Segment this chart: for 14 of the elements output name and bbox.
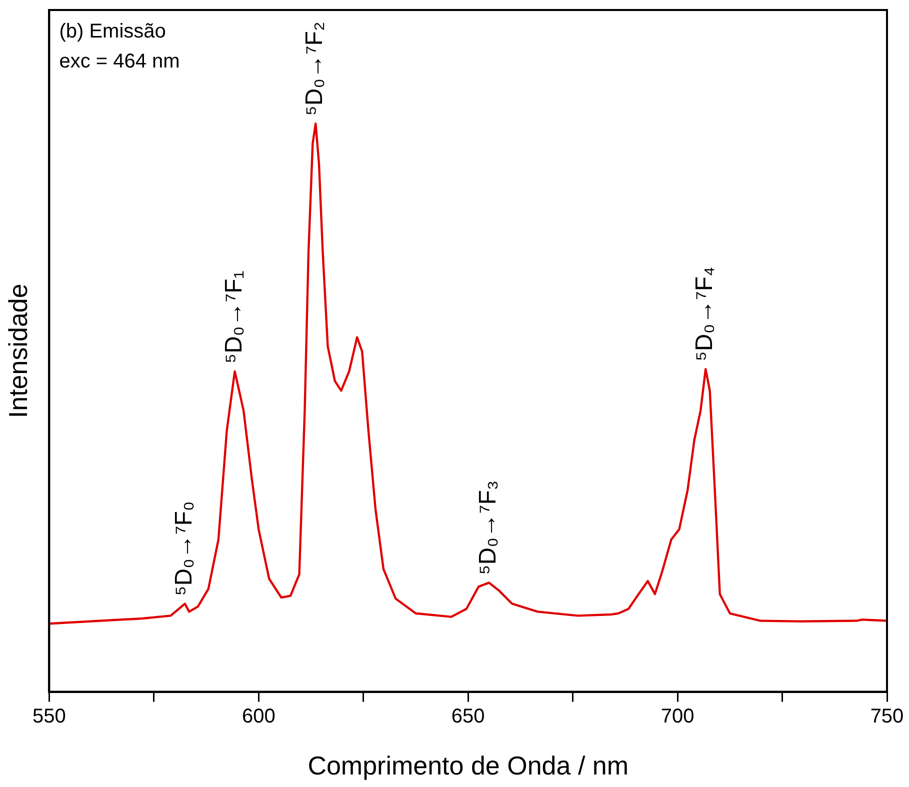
text: exc = 464 nm xyxy=(59,50,180,73)
annotation: ⁵D₀→⁷F₃ xyxy=(474,480,502,575)
x-tick-label: 650 xyxy=(451,705,485,728)
annotation: ⁵D₀→⁷F₄ xyxy=(691,266,718,362)
x-tick-label: 600 xyxy=(242,705,276,728)
annotation: ⁵D₀→⁷F₂ xyxy=(301,22,328,116)
annotation: ⁵D₀→⁷F₁ xyxy=(220,270,248,364)
x-tick-label: 750 xyxy=(870,705,904,728)
text: (b) Emissão xyxy=(59,20,166,43)
x-tick-label: 550 xyxy=(32,705,66,728)
annotation: ⁵D₀→⁷F₀ xyxy=(170,501,198,596)
x-axis-title: Comprimento de Onda / nm xyxy=(308,750,629,781)
x-tick-label: 700 xyxy=(660,705,694,728)
y-axis-title: Intensidade xyxy=(2,284,33,418)
